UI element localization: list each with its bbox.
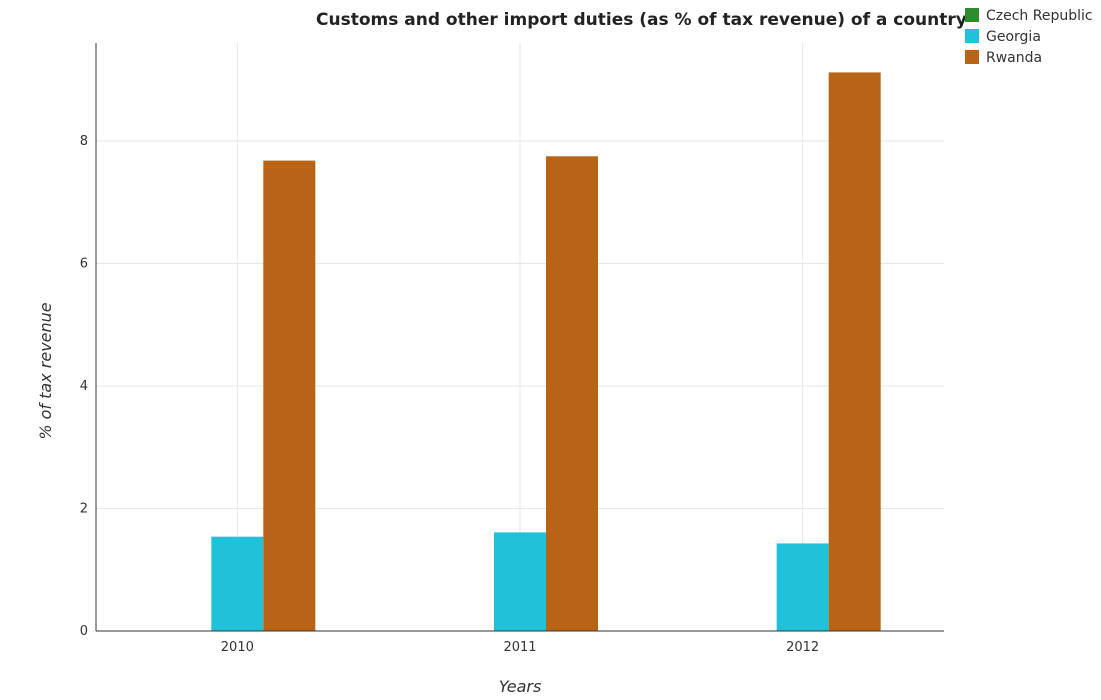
legend-label: Rwanda xyxy=(986,50,1042,66)
bar-rwanda-2012 xyxy=(828,72,881,631)
x-axis-label: Years xyxy=(499,677,542,696)
legend-swatch xyxy=(965,8,979,22)
y-axis-label: % of tax revenue xyxy=(36,302,55,439)
legend: Czech Republic Georgia Rwanda xyxy=(965,8,1093,66)
bar-georgia-2010 xyxy=(211,536,264,631)
bar-rwanda-2011 xyxy=(546,156,598,631)
grid xyxy=(96,43,944,632)
y-tick-label: 6 xyxy=(80,257,88,272)
axes: 0 2 4 6 8 2010 2011 2012 xyxy=(80,43,944,655)
y-tick-label: 2 xyxy=(80,502,88,517)
bars xyxy=(211,72,881,631)
legend-label: Czech Republic xyxy=(986,8,1093,24)
y-tick-label: 0 xyxy=(80,624,88,639)
x-tick-label: 2011 xyxy=(503,640,536,655)
y-tick-label: 8 xyxy=(80,134,88,149)
chart-title: Customs and other import duties (as % of… xyxy=(316,10,967,30)
legend-swatch xyxy=(965,50,979,64)
legend-label: Georgia xyxy=(986,29,1041,45)
bar-georgia-2011 xyxy=(494,532,546,631)
y-tick-label: 4 xyxy=(80,379,88,394)
bar-georgia-2012 xyxy=(776,543,829,631)
legend-swatch xyxy=(965,29,979,43)
x-tick-label: 2012 xyxy=(786,640,819,655)
x-tick-label: 2010 xyxy=(221,640,254,655)
bar-rwanda-2010 xyxy=(263,160,316,631)
